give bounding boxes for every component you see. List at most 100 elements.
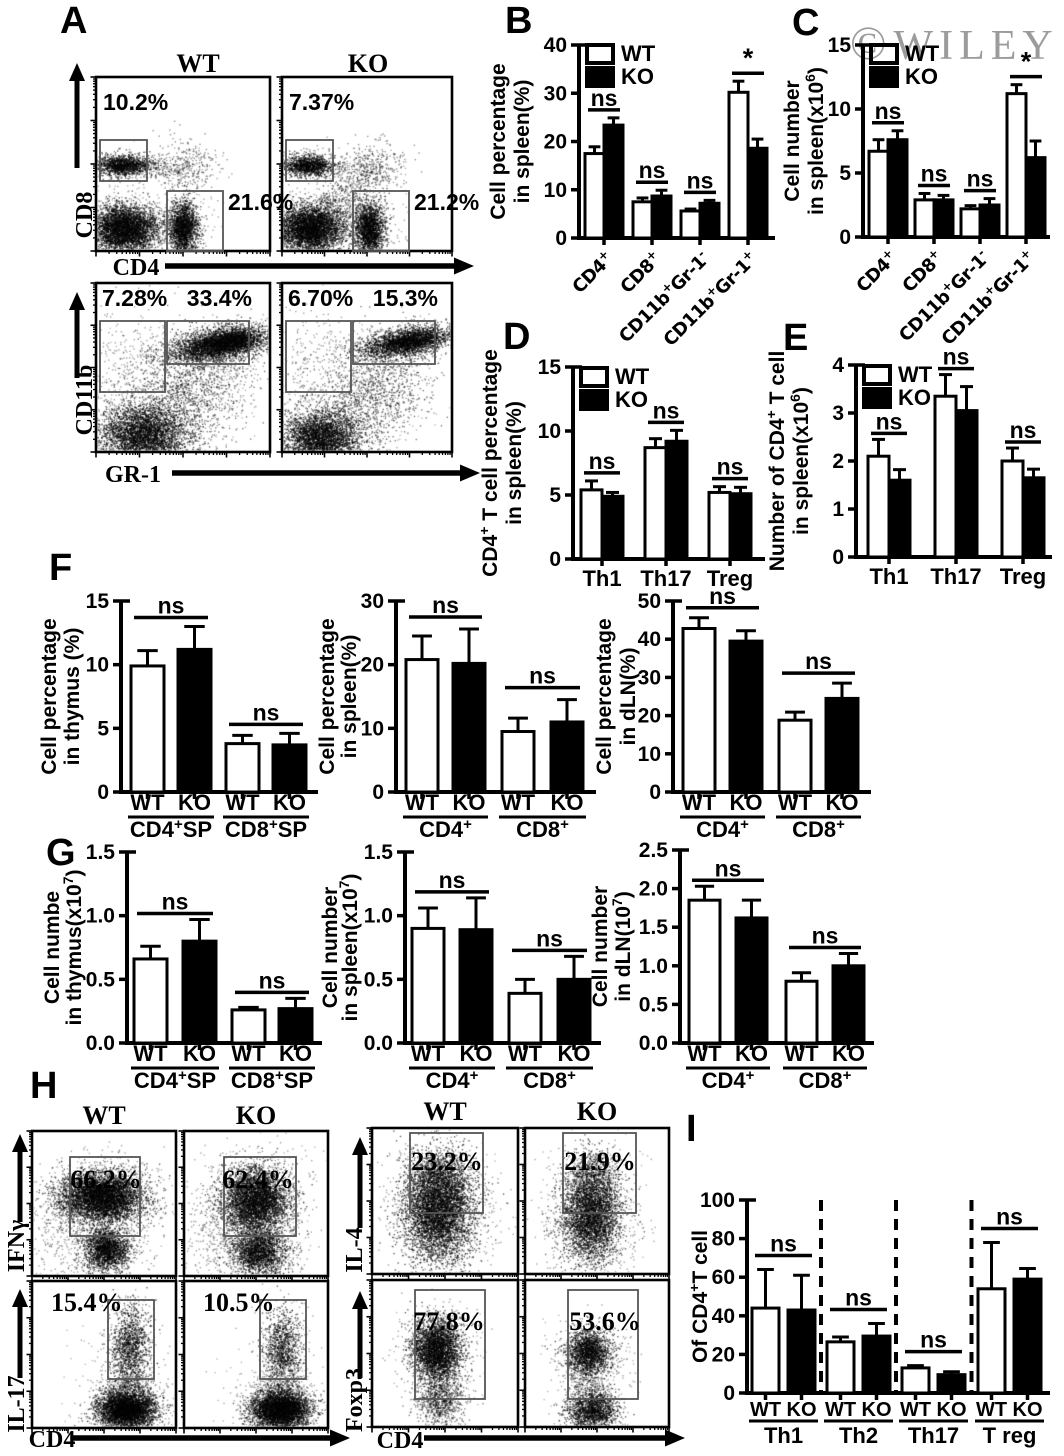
gate-box	[352, 190, 410, 252]
bar-ko-0	[458, 928, 494, 1045]
bar-ko-1	[549, 720, 585, 794]
legend-wt-label: WT	[898, 362, 933, 387]
axis-arrow-head	[69, 63, 85, 81]
bar-ko-0	[176, 647, 213, 794]
gate-box	[285, 320, 352, 393]
gate-percentage-label: 66.2%	[70, 1165, 142, 1194]
legend-ko-swatch	[585, 66, 615, 88]
y-tick-label: 2.0	[639, 878, 668, 901]
group-label: Th2	[839, 1423, 878, 1448]
legend-ko-label: KO	[898, 385, 931, 410]
y-tick-label: 30	[544, 82, 567, 105]
x-category-label: CD4+	[851, 246, 901, 296]
group-label: CD4+SP	[134, 1067, 216, 1093]
bar-wt-2	[1000, 459, 1025, 559]
y-axis-label: in spleen(%)	[511, 80, 534, 204]
bar-wt-1	[913, 198, 936, 239]
gate-percentage-label: 62.4%	[222, 1165, 294, 1194]
bar-ko-1	[277, 1007, 314, 1045]
significance-label: ns	[591, 85, 618, 111]
x-category-label: Th17	[640, 566, 691, 591]
panel-label-A: A	[60, 0, 88, 42]
x-ko-label: KO	[735, 1041, 768, 1066]
bar-ko-0	[728, 639, 764, 794]
copyright-icon: ©	[850, 17, 887, 70]
significance-label: ns	[653, 397, 680, 423]
y-tick-label: 2	[832, 450, 844, 473]
y-axis-label: in spleen(x106)	[802, 67, 828, 215]
significance-label: ns	[687, 167, 714, 193]
bar-wt-0	[866, 454, 891, 559]
group-label: CD4+	[696, 816, 749, 842]
y-tick-label: 10	[538, 420, 561, 443]
flow-x-axis-label: GR-1	[105, 462, 161, 488]
legend-ko-swatch	[579, 389, 609, 411]
significance-label: ns	[162, 888, 189, 914]
bar-ko-3	[1024, 156, 1047, 239]
x-ko-label: KO	[832, 1041, 865, 1066]
bar-wt-0	[404, 658, 440, 794]
x-ko-label: KO	[551, 790, 584, 815]
significance-label: ns	[812, 922, 839, 948]
significance-label: ns	[805, 648, 832, 674]
legend-wt-swatch	[862, 364, 892, 386]
gate-box	[166, 190, 224, 252]
panel-H-flow-H4: 77.8% 53.6% Foxp3 CD4	[342, 1278, 685, 1454]
axis-arrow-head	[330, 1429, 350, 1447]
bar-wt-3	[1005, 92, 1028, 239]
legend-ko-swatch	[862, 387, 892, 409]
bar-wt-0	[579, 488, 604, 561]
flow-y-axis-label: CD8	[72, 192, 98, 239]
y-tick-label: 60	[712, 1266, 735, 1289]
gate-box	[69, 1156, 141, 1237]
bar-ko-0	[600, 494, 625, 561]
bar-ko-0	[602, 123, 625, 240]
y-tick-label: 20	[544, 131, 567, 154]
bar-wt-1	[224, 742, 261, 794]
column-header-ko: KO	[236, 1101, 276, 1130]
axis-arrow-head	[12, 1134, 28, 1152]
group-label: CD4+	[419, 816, 472, 842]
y-axis-label: in dLN(107)	[609, 891, 635, 1001]
watermark-text: WILEY	[893, 23, 1059, 69]
significance-label: ns	[943, 344, 970, 370]
panel-label-D: D	[503, 316, 531, 358]
y-tick-label: 1.5	[639, 916, 669, 939]
significance-label: ns	[536, 925, 563, 951]
y-axis-label: Cell percentage	[487, 63, 510, 219]
y-tick-label: 0.5	[86, 968, 116, 991]
bar-ko-1	[861, 1334, 892, 1395]
bar-ko-2	[978, 203, 1001, 239]
significance-label: ns	[876, 408, 903, 434]
significance-label: ns	[253, 699, 280, 725]
bar-wt-1	[933, 394, 958, 559]
group-label: CD8+SP	[231, 1067, 313, 1093]
legend-wt-swatch	[585, 43, 615, 65]
bar-ko-3	[746, 146, 769, 240]
bar-wt-0	[132, 957, 169, 1045]
flow-y-axis-label: IFNγ	[4, 1220, 30, 1273]
bar-wt-2	[959, 207, 982, 239]
y-tick-label: 0.5	[364, 968, 394, 991]
bar-ko-0	[886, 138, 909, 239]
x-wt-label: WT	[900, 1399, 931, 1421]
bar-ko-1	[556, 977, 592, 1045]
gate-percentage-label: 15.3%	[373, 285, 438, 311]
bar-wt-0	[750, 1306, 781, 1395]
flow-x-axis-label: CD4	[377, 1428, 424, 1454]
bar-wt-2	[679, 209, 702, 240]
significance-label: ns	[845, 1285, 872, 1311]
y-axis-label: Cell number	[781, 80, 804, 201]
bar-wt-1	[825, 1340, 856, 1395]
significance-label: ns	[967, 166, 994, 192]
y-axis-label: in spleen(x106)	[787, 387, 813, 535]
legend-wt-label: WT	[905, 41, 940, 66]
y-tick-label: 3	[832, 402, 844, 425]
significance-label: ns	[432, 592, 459, 618]
bar-wt-2	[900, 1366, 931, 1395]
bar-wt-1	[230, 1008, 267, 1045]
x-ko-label: KO	[1013, 1399, 1043, 1421]
y-axis-label: CD4+ T cell percentage	[476, 349, 502, 577]
x-wt-label: WT	[225, 790, 260, 815]
